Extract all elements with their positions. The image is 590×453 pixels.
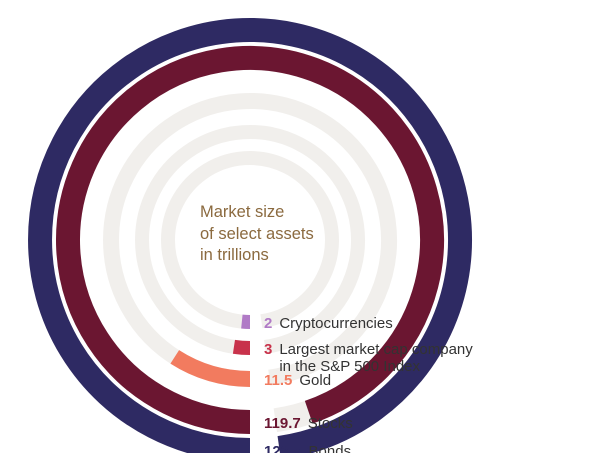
chart-labels: 123.5 Bonds 119.7 Stocks 11.5 Gold 3 Largest ma… <box>264 315 473 453</box>
data-label-cryptocurrencies: 2 Cryptocurrencies <box>264 315 393 332</box>
series-label-gold: Gold <box>299 372 331 389</box>
bar-bonds <box>28 18 473 453</box>
chart-title: Market size of select assets in trillion… <box>200 203 318 264</box>
data-label-bonds: 123.5 Bonds <box>264 443 351 453</box>
bar-largest-market-cap-company-in-the-s-p-500-index <box>232 339 251 355</box>
series-label-largest-market-cap-company-in-the-s-p-500-index: Largest market cap company <box>279 341 473 358</box>
chart-title-line-1: Market size <box>200 203 284 221</box>
value-label-stocks: 119.7 <box>264 415 301 432</box>
data-label-largest-market-cap-company-in-the-s-p-500-index: 3 Largest market cap company <box>264 341 473 358</box>
bar-gold <box>170 350 251 387</box>
value-label-cryptocurrencies: 2 <box>264 315 272 332</box>
chart-title-line-2: of select assets <box>200 225 314 243</box>
track-gold <box>103 93 397 387</box>
series-label-cryptocurrencies: Cryptocurrencies <box>279 315 392 332</box>
series-label-largest-market-cap-company-in-the-s-p-500-index-line-2: in the S&P 500 Index <box>279 358 420 375</box>
series-label-stocks: Stocks <box>308 415 353 432</box>
value-label-gold: 11.5 <box>264 372 292 389</box>
value-label-bonds: 123.5 <box>264 443 302 453</box>
chart-title-line-3: in trillions <box>200 246 269 264</box>
chart-bars <box>28 18 473 453</box>
data-label-stocks: 119.7 Stocks <box>264 415 353 432</box>
data-label-gold: 11.5 Gold <box>264 372 331 389</box>
track-cryptocurrencies <box>160 151 339 329</box>
bar-stocks <box>56 46 444 434</box>
track-largest-market-cap-company-in-the-s-p-500-index <box>135 125 366 355</box>
series-label-bonds: Bonds <box>309 443 352 453</box>
value-label-largest-market-cap-company-in-the-s-p-500-index: 3 <box>264 341 272 358</box>
